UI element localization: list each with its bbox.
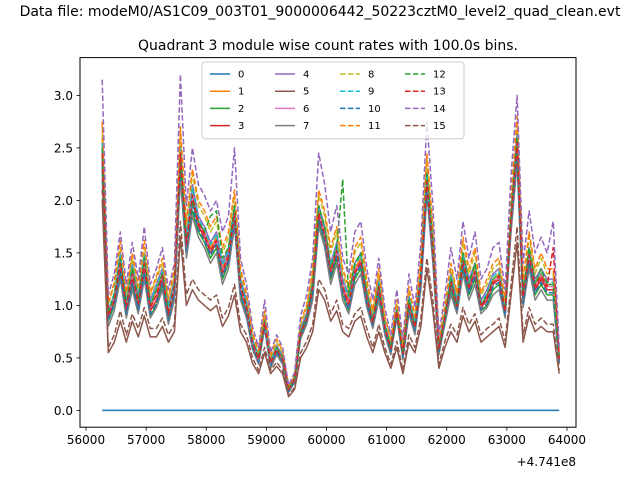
legend-box: [201, 61, 465, 140]
x-tick-label: 62000: [428, 433, 466, 447]
chart-title: Quadrant 3 module wise count rates with …: [138, 38, 518, 54]
series-line-9: [101, 134, 560, 391]
series-line-10: [101, 152, 560, 393]
legend-label-5: 5: [303, 87, 309, 98]
x-tick-label: 64000: [548, 433, 586, 447]
series-line-14: [101, 73, 560, 386]
y-tick-label: 1.0: [54, 299, 73, 313]
x-tick-label: 63000: [488, 433, 526, 447]
x-tick-label: 59000: [247, 433, 285, 447]
x-tick-label: 56000: [67, 433, 105, 447]
series-line-11: [101, 115, 560, 388]
legend-label-7: 7: [303, 121, 309, 132]
legend-label-4: 4: [303, 70, 309, 81]
x-tick-label: 57000: [127, 433, 165, 447]
legend-label-14: 14: [433, 104, 446, 115]
series-line-15: [101, 189, 560, 397]
legend-label-12: 12: [433, 70, 446, 81]
series-line-4: [101, 131, 560, 390]
y-tick-label: 3.0: [54, 89, 73, 103]
y-tick-label: 2.5: [54, 141, 73, 155]
legend-label-9: 9: [368, 87, 374, 98]
legend-label-6: 6: [303, 104, 309, 115]
legend-label-11: 11: [368, 121, 381, 132]
series-line-5: [101, 200, 560, 398]
legend-label-15: 15: [433, 121, 446, 132]
legend-label-10: 10: [368, 104, 381, 115]
y-tick-label: 2.0: [54, 194, 73, 208]
y-tick-label: 0.0: [54, 404, 73, 418]
legend-label-3: 3: [238, 121, 244, 132]
x-tick-label: 61000: [368, 433, 406, 447]
legend-label-8: 8: [368, 70, 374, 81]
chart-suptitle: Data file: modeM0/AS1C09_003T01_90000064…: [20, 4, 621, 20]
axes-frame: [79, 57, 577, 428]
x-tick-label: 58000: [187, 433, 225, 447]
y-tick-label: 0.5: [54, 351, 73, 365]
series-line-13: [101, 141, 560, 391]
x-tick-label: 60000: [307, 433, 345, 447]
legend-label-1: 1: [238, 87, 244, 98]
legend-label-13: 13: [433, 87, 446, 98]
y-axis: 0.0 0.5 1.0 1.5 2.0 2.5 3.0: [54, 89, 80, 418]
legend-label-2: 2: [238, 104, 244, 115]
legend-label-0: 0: [238, 70, 244, 81]
x-offset-label: +4.741e8: [517, 455, 576, 469]
x-axis: 56000 57000 58000 59000 60000 61000 62000 63000…: [67, 427, 586, 447]
series-layer: [101, 73, 560, 412]
y-tick-label: 1.5: [54, 246, 73, 260]
